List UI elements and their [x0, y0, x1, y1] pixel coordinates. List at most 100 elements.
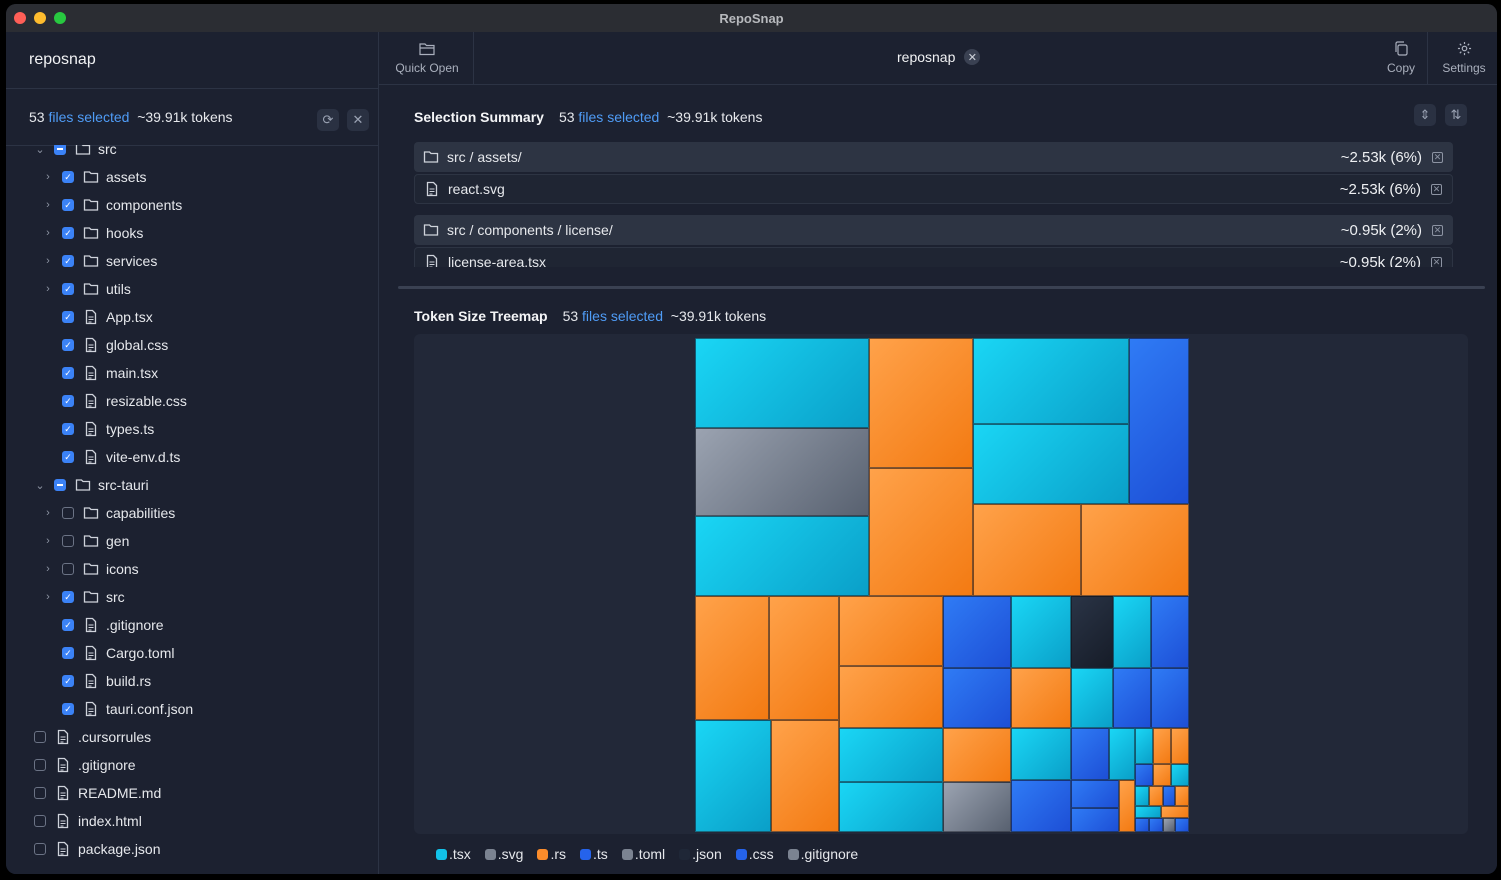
- chevron-right-icon[interactable]: ›: [46, 199, 50, 211]
- treemap-tile-ts[interactable]: [943, 668, 1011, 728]
- tree-file[interactable]: ✓ vite-env.d.ts: [6, 443, 378, 471]
- treemap-tile-rs[interactable]: [1153, 764, 1171, 786]
- tree-folder[interactable]: › icons: [6, 555, 378, 583]
- tree-folder[interactable]: › ✓ assets: [6, 163, 378, 191]
- treemap-tile-ts[interactable]: [1071, 728, 1109, 780]
- treemap-tile-tsx[interactable]: [839, 782, 943, 832]
- select-checkbox[interactable]: [34, 843, 46, 855]
- treemap-tile-tsx[interactable]: [1071, 668, 1113, 728]
- tree-folder[interactable]: › ✓ src: [6, 583, 378, 611]
- quick-open-button[interactable]: Quick Open: [393, 32, 461, 84]
- select-checkbox[interactable]: ✓: [62, 255, 74, 267]
- treemap-tile-json[interactable]: [1071, 596, 1113, 668]
- chevron-right-icon[interactable]: ›: [46, 507, 50, 519]
- refresh-button[interactable]: ⟳: [317, 109, 339, 131]
- tree-file[interactable]: index.html: [6, 807, 378, 835]
- treemap-tile-tsx[interactable]: [1135, 806, 1161, 818]
- close-window-button[interactable]: [14, 12, 26, 24]
- sort-button[interactable]: ⇅: [1445, 104, 1467, 126]
- tree-file[interactable]: ✓ App.tsx: [6, 303, 378, 331]
- select-checkbox[interactable]: [34, 759, 46, 771]
- chevron-right-icon[interactable]: ›: [46, 283, 50, 295]
- chevron-right-icon[interactable]: ›: [46, 535, 50, 547]
- tree-folder[interactable]: › ✓ hooks: [6, 219, 378, 247]
- treemap-tile-tsx[interactable]: [1011, 728, 1071, 780]
- select-checkbox[interactable]: [54, 145, 66, 155]
- tree-file[interactable]: .gitignore: [6, 751, 378, 779]
- select-checkbox[interactable]: [34, 787, 46, 799]
- select-checkbox[interactable]: ✓: [62, 227, 74, 239]
- treemap-tile-rs[interactable]: [1011, 668, 1071, 728]
- select-checkbox[interactable]: ✓: [62, 451, 74, 463]
- minimize-window-button[interactable]: [34, 12, 46, 24]
- treemap-tile-ts[interactable]: [1113, 668, 1151, 728]
- treemap-tile-svg[interactable]: [943, 782, 1011, 832]
- tree-file[interactable]: ✓ resizable.css: [6, 387, 378, 415]
- remove-icon[interactable]: ✕: [1431, 183, 1442, 195]
- treemap-tile-tsx[interactable]: [1135, 728, 1153, 764]
- treemap-tile-ts[interactable]: [1071, 808, 1119, 832]
- tree-file[interactable]: package.json: [6, 835, 378, 863]
- settings-button[interactable]: Settings: [1435, 32, 1493, 84]
- treemap-tile-svg[interactable]: [1163, 818, 1175, 832]
- tree-file[interactable]: ✓ main.tsx: [6, 359, 378, 387]
- select-checkbox[interactable]: ✓: [62, 675, 74, 687]
- tab-reposnap[interactable]: reposnap ✕: [897, 49, 981, 65]
- select-checkbox[interactable]: ✓: [62, 171, 74, 183]
- treemap-tile-ts[interactable]: [1135, 764, 1153, 786]
- collapse-all-button[interactable]: ✕: [347, 109, 369, 131]
- remove-icon[interactable]: ✕: [1431, 256, 1442, 267]
- tree-file[interactable]: ✓ Cargo.toml: [6, 639, 378, 667]
- select-checkbox[interactable]: ✓: [62, 367, 74, 379]
- chevron-down-icon[interactable]: ⌄: [35, 479, 45, 492]
- tree-folder[interactable]: › ✓ services: [6, 247, 378, 275]
- chevron-down-icon[interactable]: ⌄: [35, 145, 45, 156]
- treemap-tile-tsx[interactable]: [1171, 764, 1189, 786]
- treemap-tile-ts[interactable]: [1175, 818, 1189, 832]
- tree-file[interactable]: .cursorrules: [6, 723, 378, 751]
- treemap-tile-ts[interactable]: [1071, 780, 1119, 808]
- select-checkbox[interactable]: ✓: [62, 619, 74, 631]
- treemap-tile-rs[interactable]: [943, 728, 1011, 782]
- select-checkbox[interactable]: ✓: [62, 647, 74, 659]
- tab-close-icon[interactable]: ✕: [964, 49, 981, 65]
- copy-button[interactable]: Copy: [1379, 32, 1423, 84]
- select-checkbox[interactable]: ✓: [62, 283, 74, 295]
- treemap-tile-tsx[interactable]: [695, 720, 771, 832]
- summary-folder-row[interactable]: src / components / license/ ~0.95k (2%) ✕: [414, 215, 1453, 245]
- treemap-tile-ts[interactable]: [943, 596, 1011, 668]
- treemap-tile-tsx[interactable]: [839, 728, 943, 782]
- summary-folder-row[interactable]: src / assets/ ~2.53k (6%) ✕: [414, 142, 1453, 172]
- select-checkbox[interactable]: ✓: [62, 339, 74, 351]
- tree-folder[interactable]: › ✓ components: [6, 191, 378, 219]
- treemap-tile-tsx[interactable]: [1011, 596, 1071, 668]
- treemap-tile-tsx[interactable]: [1113, 596, 1151, 668]
- treemap-tile-svg[interactable]: [695, 428, 869, 516]
- select-checkbox[interactable]: [34, 815, 46, 827]
- treemap-tile-rs[interactable]: [1153, 728, 1171, 764]
- treemap-tile-tsx[interactable]: [1135, 786, 1149, 806]
- tree-file[interactable]: ✓ global.css: [6, 331, 378, 359]
- treemap-tile-ts[interactable]: [1135, 818, 1149, 832]
- treemap-tile-rs[interactable]: [839, 666, 943, 728]
- select-checkbox[interactable]: [62, 535, 74, 547]
- treemap-tile-tsx[interactable]: [973, 424, 1129, 504]
- tree-file[interactable]: ✓ .gitignore: [6, 611, 378, 639]
- chevron-right-icon[interactable]: ›: [46, 563, 50, 575]
- select-checkbox[interactable]: ✓: [62, 423, 74, 435]
- resize-divider[interactable]: [398, 286, 1485, 289]
- treemap-tile-rs[interactable]: [695, 596, 769, 720]
- select-checkbox[interactable]: ✓: [62, 311, 74, 323]
- chevron-right-icon[interactable]: ›: [46, 591, 50, 603]
- treemap-tile-rs[interactable]: [1175, 786, 1189, 806]
- treemap-tile-ts[interactable]: [1151, 596, 1189, 668]
- remove-icon[interactable]: ✕: [1432, 151, 1443, 163]
- select-checkbox[interactable]: [34, 731, 46, 743]
- treemap-tile-rs[interactable]: [973, 504, 1081, 596]
- treemap-tile-ts[interactable]: [1149, 818, 1163, 832]
- treemap-tile-rs[interactable]: [1149, 786, 1163, 806]
- select-checkbox[interactable]: [62, 563, 74, 575]
- chevron-right-icon[interactable]: ›: [46, 255, 50, 267]
- treemap-tile-ts[interactable]: [1129, 338, 1189, 504]
- remove-icon[interactable]: ✕: [1432, 224, 1443, 236]
